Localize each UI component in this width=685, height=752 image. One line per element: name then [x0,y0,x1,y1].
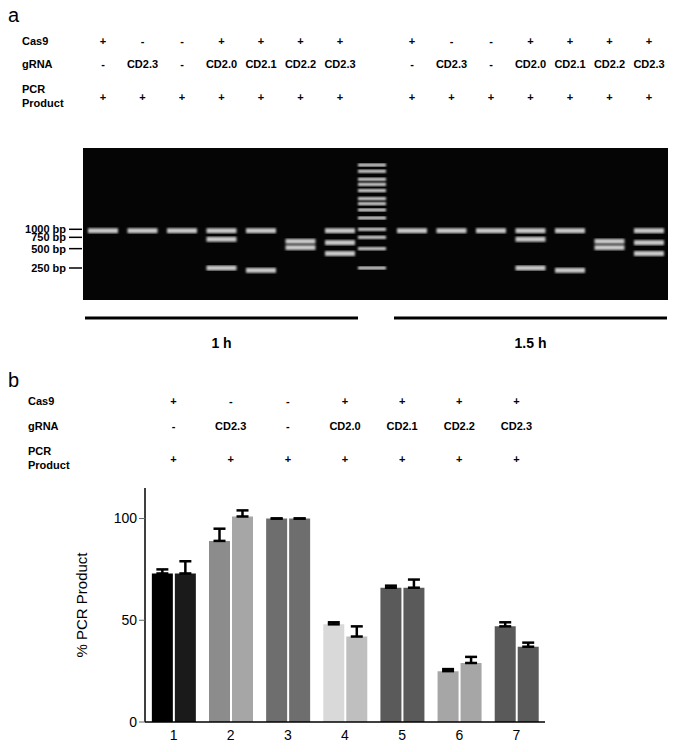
svg-text:CD2.3: CD2.3 [324,58,355,70]
svg-text:-: - [101,58,105,70]
svg-text:+: + [646,91,652,103]
svg-text:-: - [172,420,176,432]
svg-text:CD2.1: CD2.1 [245,58,276,70]
svg-text:6: 6 [455,727,463,743]
svg-text:-: - [489,58,493,70]
svg-text:CD2.2: CD2.2 [285,58,316,70]
svg-text:+: + [513,395,519,407]
svg-text:+: + [448,91,454,103]
svg-text:+: + [456,395,462,407]
svg-text:+: + [227,453,233,465]
svg-text:-: - [141,35,145,47]
svg-text:5: 5 [398,727,406,743]
svg-text:750 bp: 750 bp [31,231,66,243]
svg-text:4: 4 [341,727,349,743]
svg-text:+: + [337,91,343,103]
svg-text:-: - [286,395,290,407]
svg-text:-: - [180,58,184,70]
svg-text:1 h: 1 h [211,335,231,351]
svg-text:+: + [399,453,405,465]
svg-text:% PCR Product: % PCR Product [73,552,90,658]
svg-text:CD2.3: CD2.3 [215,420,246,432]
svg-text:CD2.3: CD2.3 [633,58,664,70]
svg-text:CD2.3: CD2.3 [501,420,532,432]
svg-text:CD2.0: CD2.0 [515,58,546,70]
svg-text:gRNA: gRNA [22,58,53,70]
svg-text:+: + [258,35,264,47]
svg-text:CD2.0: CD2.0 [206,58,237,70]
svg-text:+: + [170,395,176,407]
svg-text:+: + [218,91,224,103]
svg-text:+: + [399,395,405,407]
svg-text:+: + [527,35,533,47]
svg-text:+: + [258,91,264,103]
svg-text:-: - [450,35,454,47]
svg-text:CD2.2: CD2.2 [444,420,475,432]
svg-text:CD2.3: CD2.3 [127,58,158,70]
svg-text:+: + [342,395,348,407]
svg-text:CD2.2: CD2.2 [594,58,625,70]
svg-text:-: - [180,35,184,47]
svg-text:+: + [409,35,415,47]
svg-text:PCRProduct: PCRProduct [28,445,70,471]
svg-text:500 bp: 500 bp [31,243,66,255]
svg-text:+: + [342,453,348,465]
svg-text:250 bp: 250 bp [31,262,66,274]
svg-text:+: + [297,35,303,47]
svg-text:-: - [286,420,290,432]
svg-text:+: + [337,35,343,47]
svg-text:+: + [218,35,224,47]
svg-text:-: - [489,35,493,47]
svg-text:7: 7 [513,727,521,743]
svg-text:+: + [527,91,533,103]
svg-text:-: - [410,58,414,70]
svg-text:+: + [606,35,612,47]
svg-text:+: + [646,35,652,47]
svg-text:+: + [179,91,185,103]
svg-text:gRNA: gRNA [28,420,59,432]
svg-text:+: + [488,91,494,103]
svg-text:+: + [297,91,303,103]
svg-text:+: + [100,35,106,47]
svg-text:Cas9: Cas9 [22,35,48,47]
svg-text:PCRProduct: PCRProduct [22,83,64,109]
svg-text:CD2.1: CD2.1 [387,420,418,432]
svg-text:CD2.1: CD2.1 [554,58,585,70]
svg-text:+: + [567,91,573,103]
svg-text:a: a [8,4,20,26]
svg-text:100: 100 [114,510,138,526]
svg-text:50: 50 [121,612,137,628]
svg-text:CD2.3: CD2.3 [436,58,467,70]
svg-text:+: + [567,35,573,47]
svg-text:CD2.0: CD2.0 [329,420,360,432]
svg-text:+: + [100,91,106,103]
svg-text:+: + [285,453,291,465]
svg-text:+: + [456,453,462,465]
svg-text:+: + [606,91,612,103]
svg-text:Cas9: Cas9 [28,395,54,407]
svg-text:2: 2 [227,727,235,743]
svg-text:1.5 h: 1.5 h [515,335,547,351]
svg-text:+: + [139,91,145,103]
svg-text:1: 1 [170,727,178,743]
svg-text:b: b [8,369,19,391]
svg-text:+: + [409,91,415,103]
svg-text:+: + [513,453,519,465]
svg-text:-: - [229,395,233,407]
svg-text:3: 3 [284,727,292,743]
svg-text:+: + [170,453,176,465]
svg-text:0: 0 [129,714,137,730]
svg-text:1000 bp: 1000 bp [25,223,66,236]
